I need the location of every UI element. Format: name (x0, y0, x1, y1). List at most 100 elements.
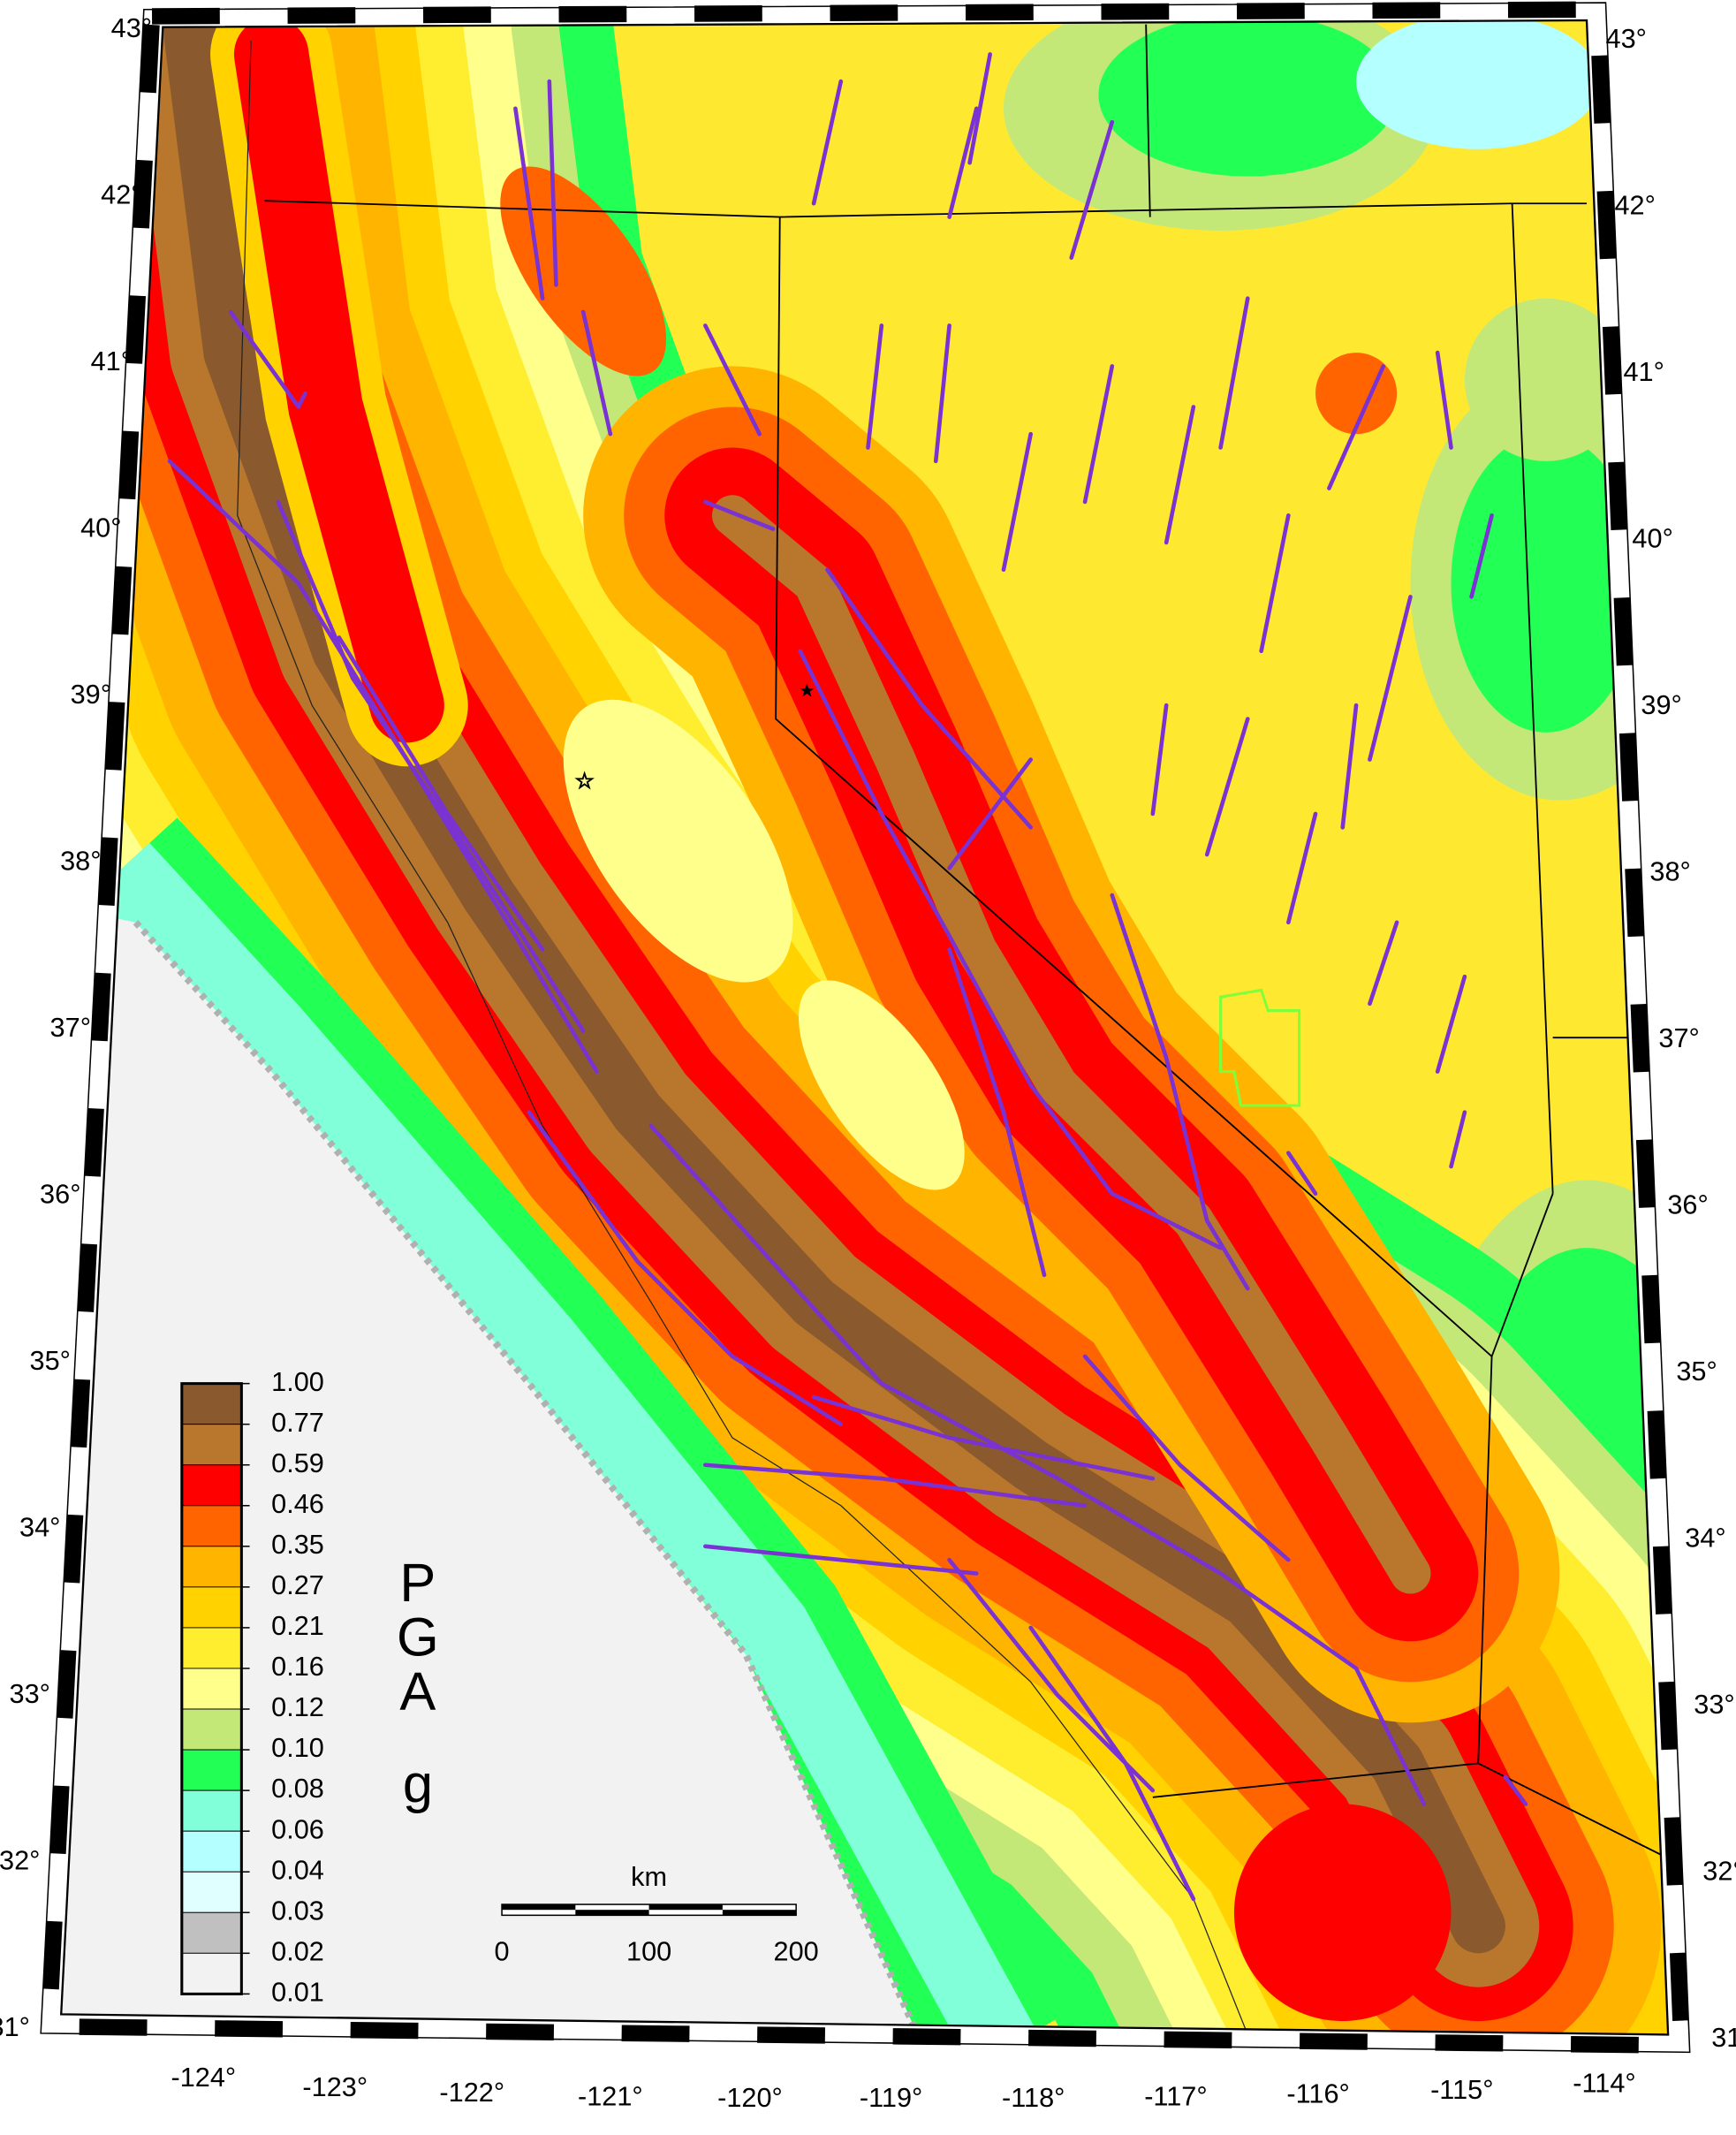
fault (547, 79, 558, 287)
latitude-label: 37° (50, 1012, 91, 1043)
latitude-label: 42° (1614, 190, 1655, 221)
longitude-label: -115° (1430, 2074, 1493, 2105)
hazard-zone (1315, 353, 1398, 435)
longitude-label: -123° (302, 2071, 368, 2102)
legend-swatch (181, 1586, 242, 1629)
fault (811, 1394, 1156, 1481)
coastline (237, 41, 1248, 2035)
fault (1327, 364, 1386, 490)
fault (1368, 595, 1413, 762)
longitude-label: -114° (1573, 2067, 1635, 2098)
latitude-label: 40° (1632, 523, 1672, 554)
fault (1028, 1625, 1196, 1902)
legend-unit: g (403, 1753, 433, 1814)
fault (513, 106, 545, 300)
latitude-label: 32° (0, 1844, 40, 1875)
latitude-label: 43° (111, 12, 152, 43)
legend-swatch (181, 1749, 242, 1791)
latitude-label: 31° (1711, 2022, 1736, 2053)
longitude-label: -116° (1286, 2078, 1349, 2109)
latitude-label: 35° (1676, 1356, 1717, 1387)
latitude-label: 33° (10, 1678, 50, 1709)
scale-bar-segment (502, 1904, 576, 1911)
ocean-edge (133, 920, 967, 2035)
scale-bar-label: 100 (626, 1935, 671, 1966)
fault (703, 323, 762, 437)
legend-label: 0.06 (271, 1813, 324, 1844)
latitude-label: 34° (19, 1511, 60, 1542)
legend-label: 0.35 (271, 1529, 324, 1560)
fault (1368, 920, 1399, 1007)
hazard-zone (798, 980, 965, 1190)
scale-bar-segment (575, 1910, 649, 1916)
fault (811, 79, 844, 206)
park-boundary (1219, 988, 1301, 1107)
fault (947, 757, 1033, 870)
legend-label: 0.02 (271, 1935, 324, 1966)
fault (1082, 364, 1115, 505)
fault (866, 323, 884, 450)
latitude-label: 40° (80, 512, 121, 543)
legend-swatch (181, 1505, 242, 1547)
fault (1469, 513, 1494, 599)
hazard-zone (1464, 298, 1628, 461)
legend-label: 0.12 (271, 1691, 324, 1722)
scale-bar-segment (722, 1910, 797, 1916)
map-border-outline (40, 2, 1691, 2054)
legend-label: 0.59 (271, 1447, 324, 1478)
longitude-label: -124° (171, 2062, 237, 2093)
legend-title: G (397, 1607, 439, 1668)
legend-swatch (181, 1952, 242, 1994)
legend-label: 0.46 (271, 1488, 324, 1519)
longitude-label: -122° (439, 2077, 504, 2108)
fault (1259, 513, 1291, 654)
fault (228, 309, 307, 409)
site-star: ★ (799, 680, 815, 701)
scale-bar-unit: km (631, 1861, 667, 1892)
legend-swatch (181, 1830, 242, 1873)
legend: 1.00 0.77 0.59 0.46 0.35 0.27 0.21 0.16 0.12 0.10… (180, 1366, 819, 2007)
fault (1503, 1774, 1528, 1806)
fault (276, 499, 586, 1033)
legend-label: 0.04 (271, 1854, 324, 1885)
fault (1435, 350, 1453, 450)
fault (1286, 811, 1318, 925)
legend-swatch (181, 1627, 242, 1669)
state-border (775, 217, 1493, 1357)
state-border (1145, 24, 1151, 217)
longitude-label: -119° (860, 2082, 922, 2113)
latitude-label: 31° (0, 2011, 30, 2042)
latitude-label: 33° (1694, 1689, 1734, 1720)
latitude-label: 38° (1649, 856, 1690, 887)
hazard-zone (563, 699, 793, 983)
legend-title: A (399, 1661, 436, 1722)
fault (1286, 1151, 1318, 1197)
latitude-label: 32° (1702, 1856, 1736, 1887)
fault (1435, 974, 1467, 1074)
legend-label: 1.00 (271, 1366, 324, 1397)
fault (1218, 296, 1250, 450)
fault (1082, 1354, 1291, 1562)
fault (1340, 703, 1359, 830)
fault (580, 309, 613, 437)
latitude-label: 39° (71, 679, 111, 710)
graticule-labels: 43° 43° 42° 42° 41° 41° 40° 40° 39° 39° 38° 38° 37° 3… (0, 12, 1736, 2113)
fault (527, 1110, 844, 1426)
fault (648, 1123, 1427, 1806)
fault (967, 52, 992, 165)
fault (798, 649, 1223, 1250)
fault (1449, 1110, 1467, 1169)
hazard-band (233, 20, 444, 743)
legend-label: 0.21 (271, 1610, 324, 1641)
offshore-band (95, 842, 1037, 2035)
map-frame (59, 19, 1670, 2036)
legend-label: 0.08 (271, 1773, 324, 1804)
fault (703, 1544, 979, 1576)
fault (1069, 119, 1115, 260)
legend-swatch (181, 1871, 242, 1913)
fault (933, 323, 951, 464)
fault (1204, 717, 1250, 857)
legend-swatch (181, 1546, 242, 1588)
